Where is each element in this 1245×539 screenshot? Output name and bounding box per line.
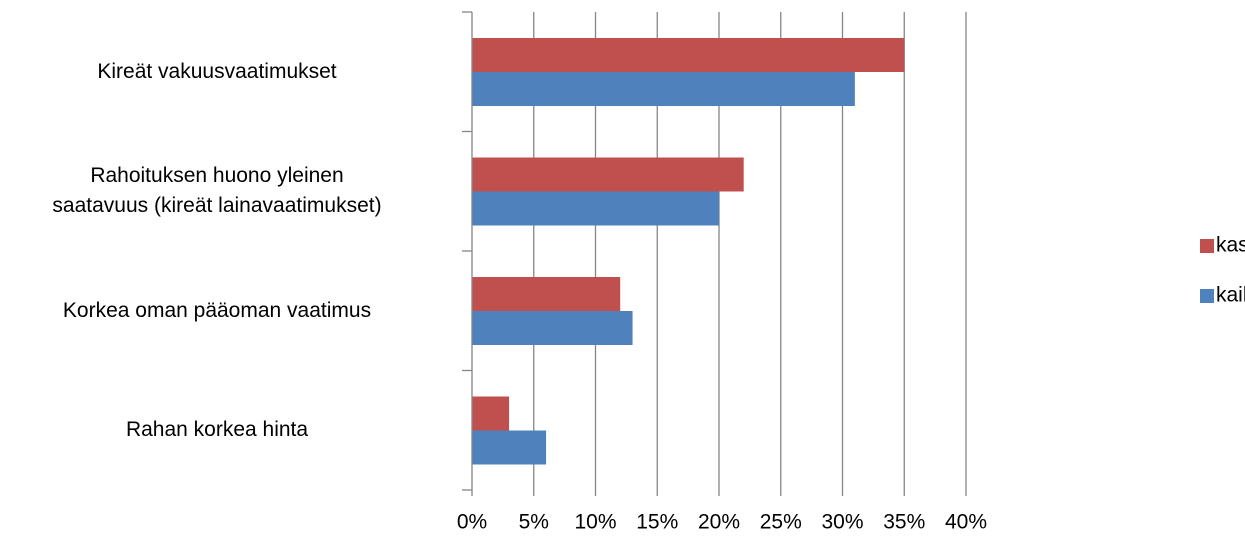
legend-label: kasvuhakuiset [1216,234,1245,257]
x-tick-label: 30% [821,511,863,534]
y-tick-label: Rahoituksen huono yleinen saatavuus (kir… [52,164,382,218]
bar [472,157,744,192]
x-tick-label: 25% [760,511,802,534]
y-tick-label: Kireät vakuusvaatimukset [97,59,337,83]
y-tick-label: Korkea oman pääoman vaatimus [62,298,372,322]
x-tick-label: 35% [883,511,925,534]
x-tick-label: 20% [698,511,740,534]
bar [472,277,621,311]
bar [472,430,547,465]
x-tick-label: 0% [457,511,487,534]
legend-label: kaikki [1216,284,1245,307]
bar [472,72,855,106]
x-tick-label: 5% [519,511,549,534]
bar [472,38,905,72]
x-tick-label: 15% [636,511,678,534]
y-tick-label: Rahan korkea hinta [125,418,309,442]
x-tick-label: 10% [574,511,616,534]
bar [472,191,719,226]
legend-swatch [1200,239,1214,253]
x-tick-label: 40% [945,511,987,534]
legend-swatch [1200,289,1214,303]
bar [472,311,633,345]
bar [472,396,510,431]
